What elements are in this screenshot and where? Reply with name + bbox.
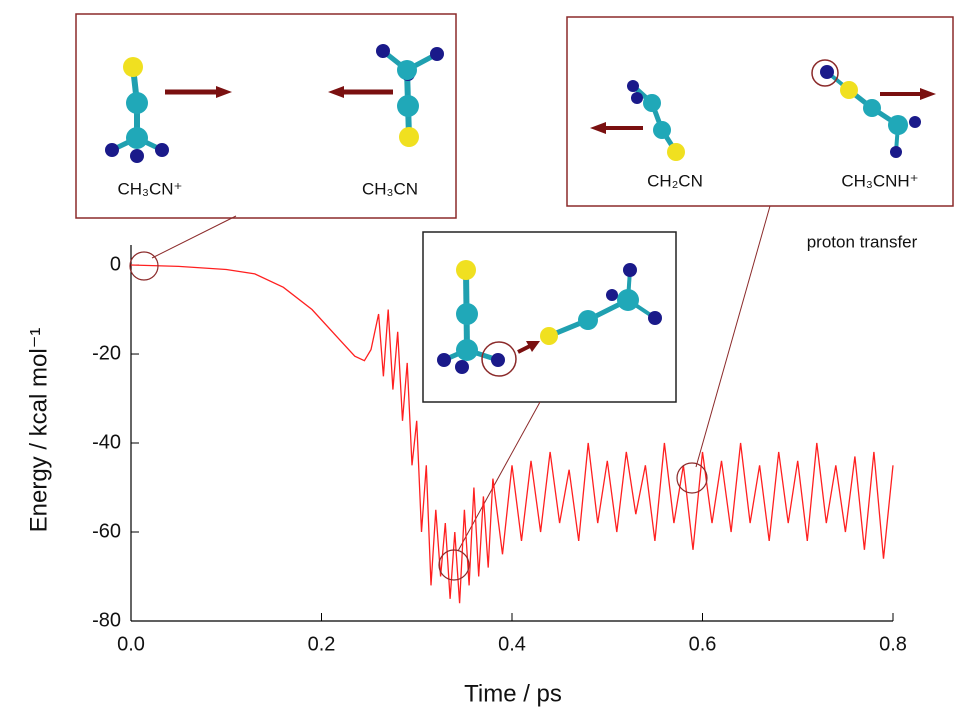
x-tick-label: 0.2 [308,633,336,655]
x-tick-label: 0.8 [879,633,907,655]
annotation: CH₂CN [647,171,703,190]
annotation: CH₃CN⁺ [117,179,182,198]
x-tick-label: 0.6 [689,633,717,655]
inset-middle [423,232,676,402]
y-tick-label: -20 [92,342,121,364]
x-axis-title: Time / ps [464,680,562,707]
y-axis-title: Energy / kcal mol⁻¹ [25,328,52,533]
y-tick-label: -40 [92,431,121,453]
chart: CH₃CN⁺ CH₃CN CH₂CN CH₃CNH⁺ proton transf… [0,0,967,715]
highlight-circle [439,550,469,580]
annotation: CH₃CN [362,179,418,198]
annotation: proton transfer [807,232,918,251]
inset-top-left: CH₃CN⁺ CH₃CN [76,14,456,218]
y-tick-label: 0 [110,253,121,275]
inset-top-right: CH₂CN CH₃CNH⁺ [567,17,953,206]
x-tick-label: 0.4 [498,633,526,655]
annotation: CH₃CNH⁺ [841,171,918,190]
x-tick-label: 0.0 [117,633,145,655]
y-tick-label: -80 [92,609,121,631]
y-tick-label: -60 [92,520,121,542]
